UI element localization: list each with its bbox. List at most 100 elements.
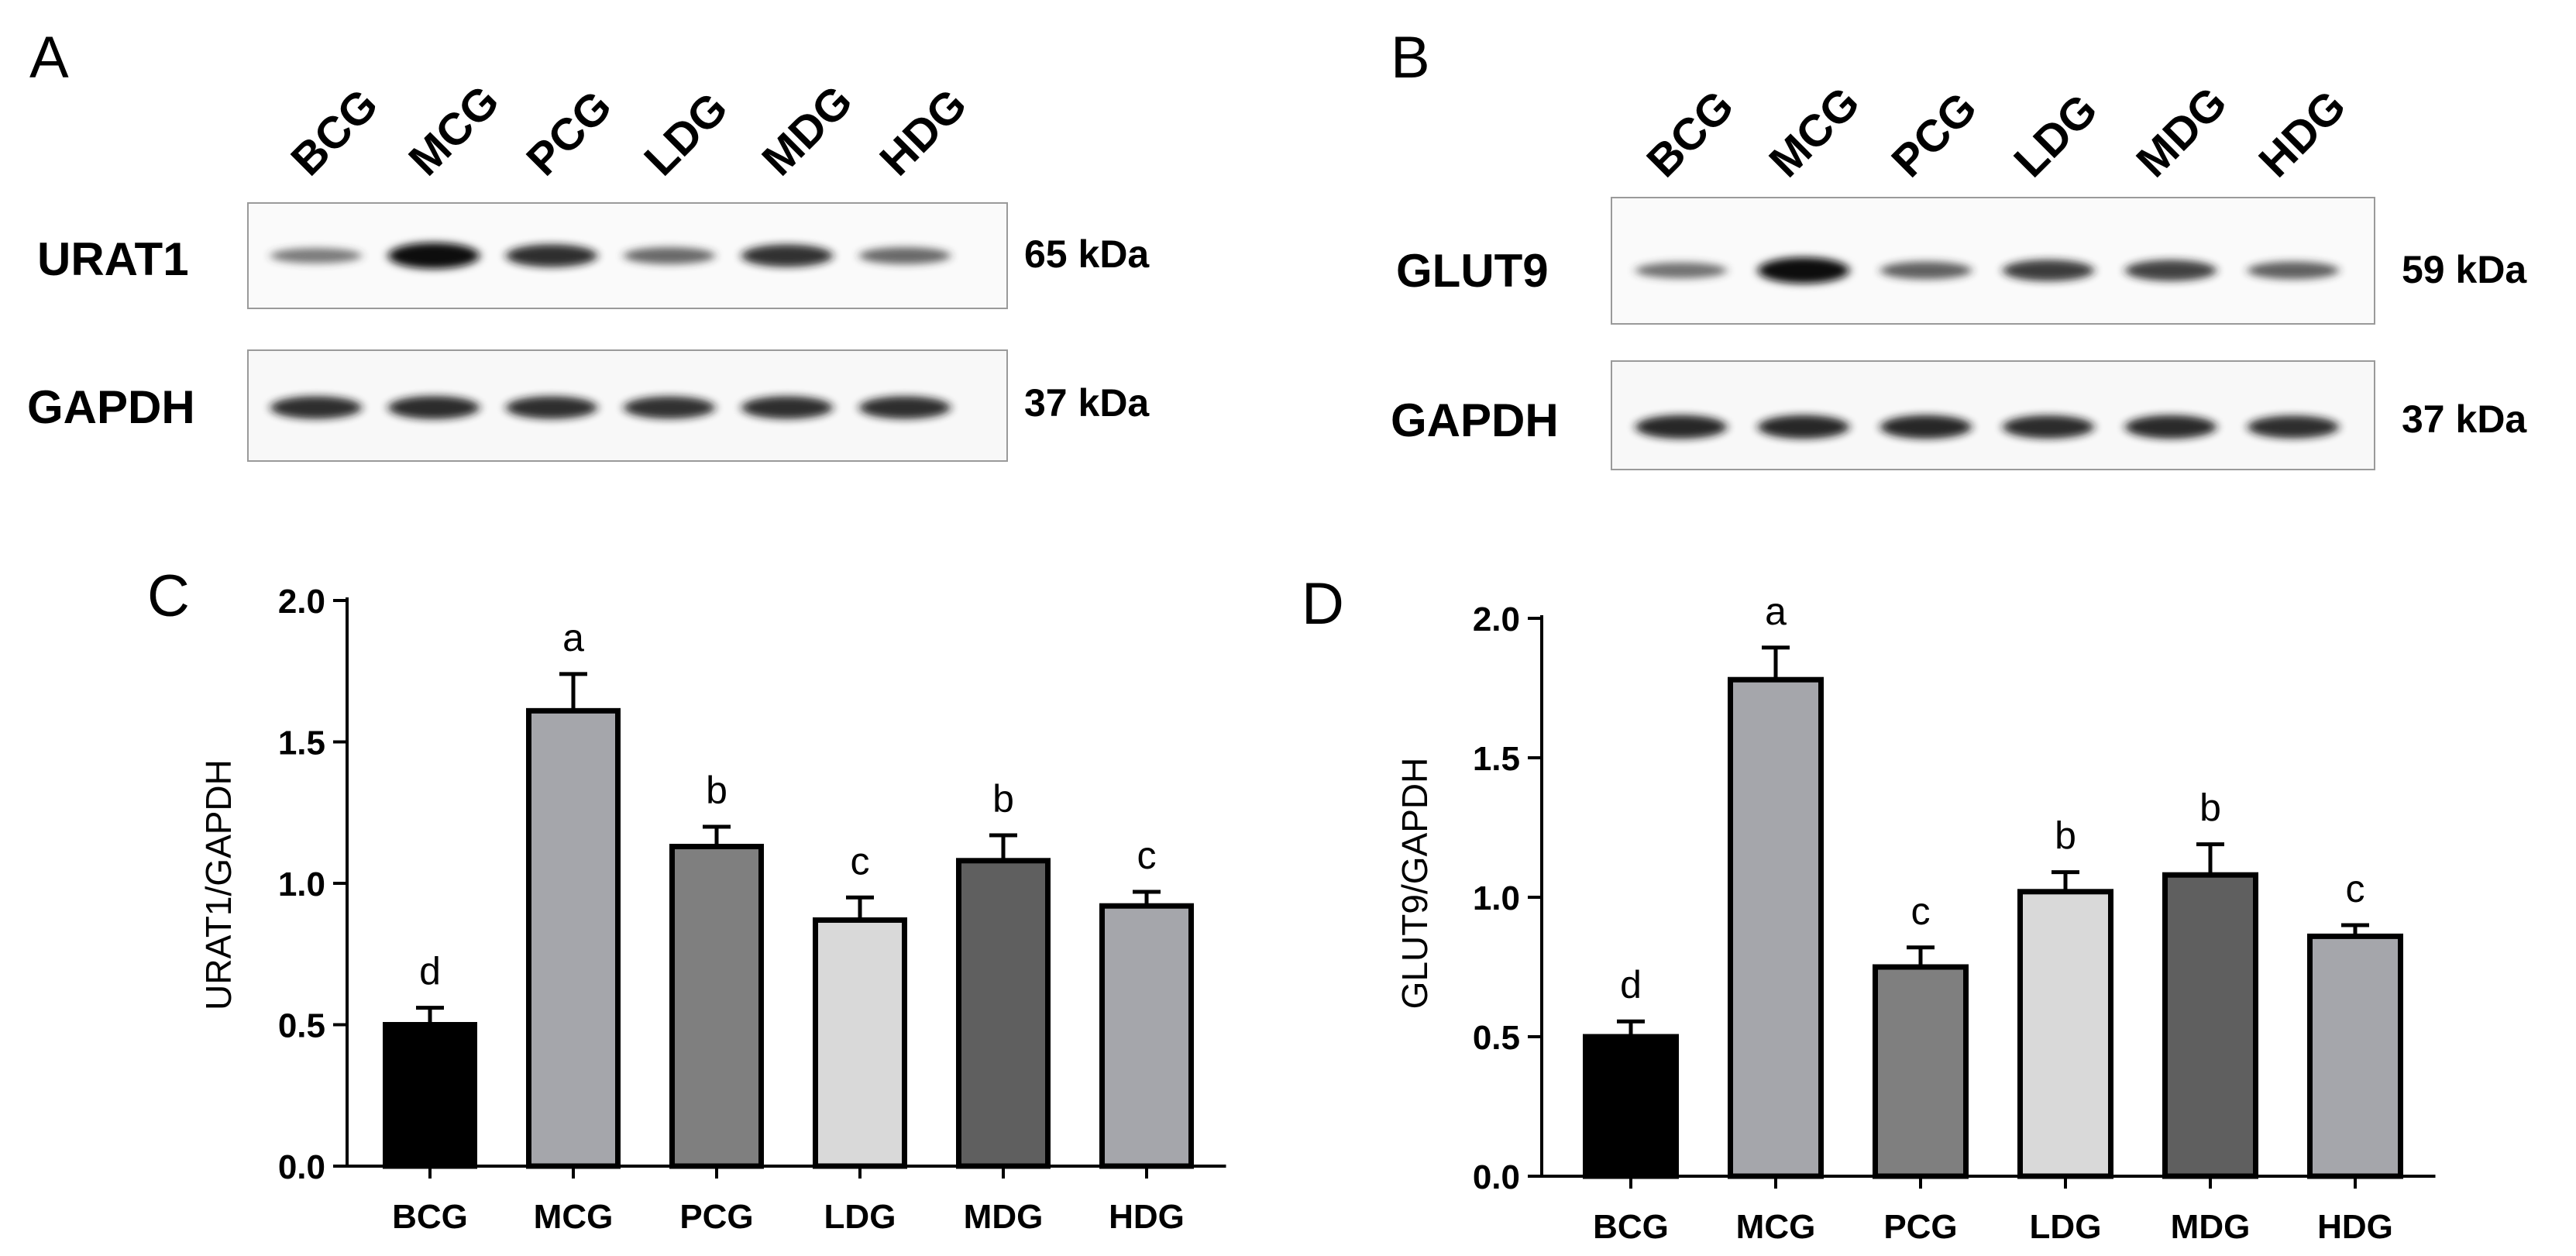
protein-band	[624, 247, 715, 264]
protein-band	[2248, 261, 2339, 280]
lane-label-mdg: MDG	[752, 76, 862, 186]
x-tick-label: LDG	[2030, 1208, 2102, 1246]
y-tick-label: 2.0	[278, 583, 325, 621]
x-tick-label: MDG	[964, 1198, 1044, 1236]
y-tick-label: 1.0	[278, 865, 325, 903]
protein-label-gapdh-b: GAPDH	[1391, 394, 1559, 446]
y-tick-label: 1.5	[1473, 740, 1520, 778]
bands-gapdh-a	[270, 395, 951, 420]
bands-gapdh-b	[1635, 415, 2339, 439]
significance-letter: d	[419, 950, 441, 993]
protein-band	[388, 243, 480, 269]
y-tick-label: 1.0	[1473, 879, 1520, 917]
protein-label-gapdh-a: GAPDH	[27, 381, 195, 433]
y-axis-title-c: URAT1/GAPDH	[198, 759, 239, 1010]
lane-label-mcg: MCG	[399, 76, 509, 186]
lane-label-bcg: BCG	[281, 79, 387, 185]
protein-band	[624, 396, 715, 419]
x-tick-label: MDG	[2171, 1208, 2251, 1246]
protein-band	[2125, 415, 2217, 439]
protein-band	[741, 396, 833, 419]
bar-chart-d: GLUT9/GAPDH 0.0 0.5 1.0 1.5 2.0 BCG d MCG a PCG c L…	[1395, 590, 2436, 1246]
bar-pcg	[1873, 964, 1969, 1179]
significance-letter: a	[1765, 590, 1787, 633]
x-tick-label: PCG	[1883, 1208, 1957, 1246]
panel-letter-a: A	[29, 25, 69, 91]
lane-label-pcg: PCG	[517, 81, 621, 185]
x-tick-label: LDG	[824, 1198, 896, 1236]
bar-mcg	[526, 707, 621, 1169]
lane-labels-b: BCG MCG PCG LDG MDG HDG	[1637, 77, 2355, 188]
protein-band	[1880, 261, 1972, 280]
protein-band	[2248, 415, 2339, 439]
protein-band	[388, 395, 480, 420]
blot-panel-b: BCG MCG PCG LDG MDG HDG GLUT9 GAPDH 59 kDa 37…	[1391, 77, 2527, 470]
lane-label-mdg: MDG	[2127, 77, 2237, 188]
lane-label-ldg: LDG	[2004, 84, 2107, 188]
x-tick-label: PCG	[679, 1198, 753, 1236]
x-tick-label: HDG	[2317, 1208, 2393, 1246]
protein-label-urat1: URAT1	[37, 233, 189, 285]
protein-band	[2003, 415, 2094, 439]
x-tick-label: MCG	[1736, 1208, 1816, 1246]
bar-hdg	[2307, 933, 2403, 1179]
protein-band	[1758, 257, 1849, 284]
significance-letter: b	[2199, 786, 2221, 830]
significance-letter: d	[1620, 963, 1642, 1007]
significance-letter: b	[2055, 814, 2076, 858]
protein-band	[506, 396, 597, 419]
y-tick-label: 0.0	[278, 1148, 325, 1186]
bar-mdg	[2162, 872, 2258, 1179]
bar-hdg	[1099, 903, 1194, 1169]
panel-letter-d: D	[1302, 571, 1344, 637]
blot-box-gapdh-b	[1611, 360, 2375, 470]
kda-label-gapdh-b: 37 kDa	[2402, 397, 2527, 441]
bar-ldg	[2017, 889, 2113, 1179]
protein-band	[2003, 260, 2094, 281]
significance-letter: c	[2346, 867, 2365, 910]
significance-letter: a	[562, 616, 584, 659]
bar-bcg	[383, 1022, 477, 1169]
significance-letter: b	[992, 777, 1014, 821]
x-tick-label: BCG	[1593, 1208, 1669, 1246]
protein-band	[506, 244, 597, 267]
bar-pcg	[669, 844, 764, 1169]
y-tick-label: 0.5	[278, 1007, 325, 1045]
panel-letter-c: C	[147, 563, 190, 629]
lane-label-mcg: MCG	[1759, 77, 1869, 188]
blot-panel-a: BCG MCG PCG LDG MDG HDG URAT1 GAPDH 65 kDa 37…	[27, 76, 1150, 462]
kda-label-gapdh-a: 37 kDa	[1024, 381, 1150, 425]
y-axis-title-d: GLUT9/GAPDH	[1395, 758, 1435, 1010]
panel-letter-b: B	[1391, 25, 1430, 91]
protein-band	[741, 244, 833, 267]
protein-band	[2125, 260, 2217, 281]
protein-band	[859, 396, 951, 419]
protein-label-glut9: GLUT9	[1396, 245, 1549, 297]
lane-label-ldg: LDG	[635, 83, 738, 186]
blot-box-glut9	[1611, 197, 2375, 325]
protein-band	[270, 396, 362, 419]
x-tick-label: BCG	[392, 1198, 468, 1236]
significance-letter: c	[851, 839, 870, 883]
significance-letter: c	[1911, 890, 1931, 933]
kda-label-glut9: 59 kDa	[2402, 248, 2527, 291]
y-tick-label: 0.0	[1473, 1158, 1520, 1196]
kda-label-urat1: 65 kDa	[1024, 232, 1150, 276]
lane-label-hdg: HDG	[2249, 81, 2355, 187]
x-tick-label: MCG	[534, 1198, 614, 1236]
lane-label-bcg: BCG	[1637, 81, 1743, 187]
bands-urat1	[270, 243, 951, 269]
y-tick-label: 2.0	[1473, 600, 1520, 638]
bar-mdg	[956, 858, 1051, 1169]
protein-band	[270, 248, 362, 263]
x-tick-label: HDG	[1109, 1198, 1185, 1236]
bar-mcg	[1728, 676, 1824, 1179]
lane-label-pcg: PCG	[1882, 82, 1986, 187]
protein-band	[1635, 415, 1727, 439]
bar-chart-c: URAT1/GAPDH 0.0 0.5 1.0 1.5 2.0 BCG d MCG a PCG b L…	[198, 583, 1226, 1236]
bands-glut9	[1635, 257, 2339, 284]
significance-letter: c	[1137, 834, 1157, 877]
significance-letter: b	[706, 769, 727, 812]
y-tick-label: 1.5	[278, 724, 325, 762]
